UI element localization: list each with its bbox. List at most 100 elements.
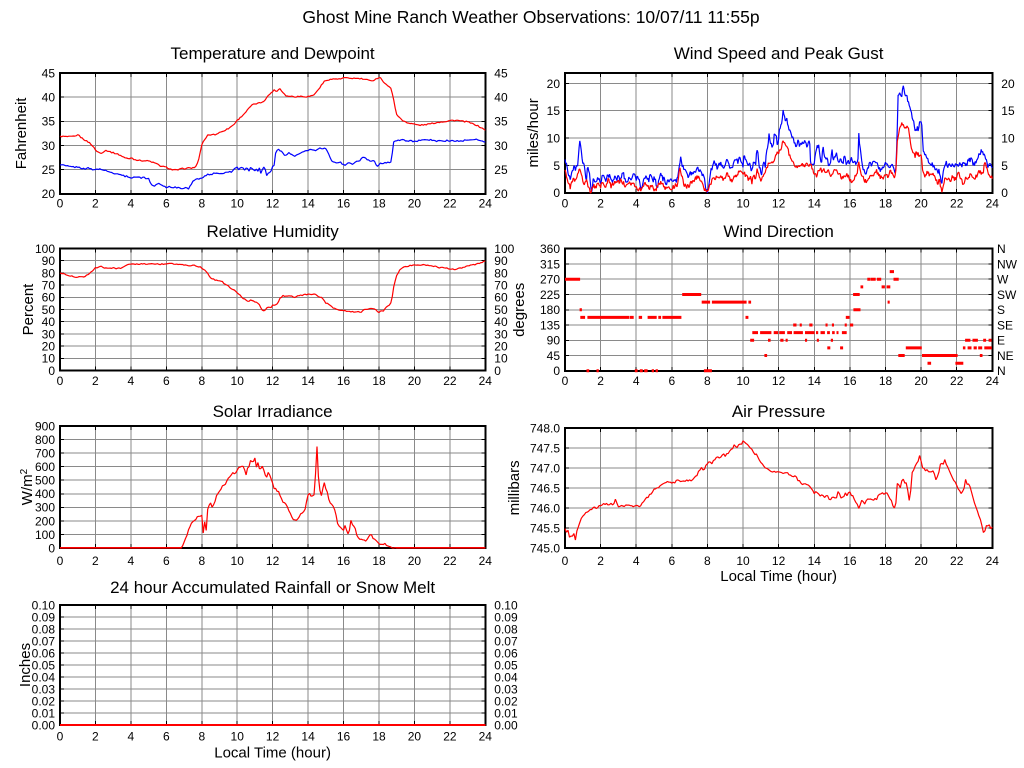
svg-text:0: 0 [57,197,64,211]
svg-text:45: 45 [42,66,56,80]
svg-text:25: 25 [494,163,508,177]
svg-text:135: 135 [540,318,560,332]
svg-text:100: 100 [35,528,55,542]
svg-text:24: 24 [479,197,493,211]
svg-text:0.09: 0.09 [32,610,56,624]
svg-text:700: 700 [35,447,55,461]
svg-text:20: 20 [408,730,422,744]
svg-text:24: 24 [479,554,493,568]
svg-text:800: 800 [35,433,55,447]
svg-text:0: 0 [48,364,55,378]
svg-text:20: 20 [914,554,928,568]
svg-text:15: 15 [547,104,561,118]
svg-text:24: 24 [986,197,1000,211]
svg-text:400: 400 [35,487,55,501]
svg-text:15: 15 [1001,104,1015,118]
svg-text:0.05: 0.05 [494,658,518,672]
svg-text:20: 20 [547,77,561,91]
svg-text:SW: SW [997,288,1017,302]
svg-text:2: 2 [92,374,99,388]
svg-text:W: W [997,273,1009,287]
svg-text:0.00: 0.00 [494,718,518,732]
svg-text:10: 10 [231,730,245,744]
svg-text:0.01: 0.01 [494,706,518,720]
svg-text:2: 2 [92,197,99,211]
svg-text:NE: NE [997,349,1014,363]
svg-text:12: 12 [266,197,280,211]
svg-text:22: 22 [950,554,964,568]
svg-text:16: 16 [337,374,351,388]
svg-text:14: 14 [808,197,822,211]
svg-text:12: 12 [266,730,280,744]
svg-text:0: 0 [562,197,569,211]
svg-text:18: 18 [879,554,893,568]
svg-text:6: 6 [668,374,675,388]
svg-text:14: 14 [301,197,315,211]
svg-text:8: 8 [704,197,711,211]
svg-text:40: 40 [42,315,56,329]
svg-text:SE: SE [997,318,1013,332]
svg-text:80: 80 [494,266,508,280]
svg-text:6: 6 [163,730,170,744]
svg-text:225: 225 [540,288,560,302]
svg-text:0: 0 [57,374,64,388]
svg-text:0.03: 0.03 [32,682,56,696]
svg-text:16: 16 [337,730,351,744]
svg-text:14: 14 [808,554,822,568]
svg-text:8: 8 [198,554,205,568]
svg-text:0.06: 0.06 [494,646,518,660]
svg-text:900: 900 [35,419,55,433]
svg-text:10: 10 [42,352,56,366]
svg-text:70: 70 [42,279,56,293]
svg-text:2: 2 [597,197,604,211]
svg-text:300: 300 [35,501,55,515]
svg-text:14: 14 [301,374,315,388]
svg-text:748.0: 748.0 [530,421,560,435]
svg-text:16: 16 [337,197,351,211]
svg-text:20: 20 [408,554,422,568]
svg-text:4: 4 [633,554,640,568]
svg-text:Local Time (hour): Local Time (hour) [214,745,331,762]
svg-text:0.09: 0.09 [494,610,518,624]
svg-text:0.01: 0.01 [32,706,56,720]
svg-text:0: 0 [57,554,64,568]
svg-text:20: 20 [408,197,422,211]
svg-text:0.02: 0.02 [494,694,518,708]
svg-text:16: 16 [843,197,857,211]
svg-text:degrees: degrees [511,283,528,337]
svg-text:0.03: 0.03 [494,682,518,696]
svg-text:30: 30 [42,139,56,153]
svg-text:200: 200 [35,514,55,528]
svg-text:22: 22 [950,374,964,388]
svg-text:Fahrenheit: Fahrenheit [13,97,30,170]
svg-text:16: 16 [843,374,857,388]
svg-text:20: 20 [914,197,928,211]
svg-text:35: 35 [42,115,56,129]
svg-text:30: 30 [494,139,508,153]
svg-text:0.05: 0.05 [32,658,56,672]
svg-text:25: 25 [42,163,56,177]
svg-text:40: 40 [42,91,56,105]
svg-text:22: 22 [950,197,964,211]
svg-text:20: 20 [1001,77,1015,91]
svg-text:12: 12 [772,197,786,211]
svg-text:0.02: 0.02 [32,694,56,708]
svg-text:14: 14 [808,374,822,388]
svg-text:0.00: 0.00 [32,718,56,732]
svg-text:6: 6 [668,554,675,568]
svg-text:4: 4 [633,197,640,211]
svg-text:360: 360 [540,242,560,256]
svg-text:millibars: millibars [506,460,523,515]
svg-text:Local Time (hour): Local Time (hour) [720,568,837,585]
svg-text:315: 315 [540,257,560,271]
svg-text:Wind Speed and Peak Gust: Wind Speed and Peak Gust [674,44,884,63]
svg-text:90: 90 [42,254,56,268]
svg-text:100: 100 [494,242,514,256]
svg-text:10: 10 [736,374,750,388]
svg-text:50: 50 [494,303,508,317]
svg-text:0.04: 0.04 [32,670,56,684]
svg-text:45: 45 [547,349,561,363]
svg-text:12: 12 [266,554,280,568]
svg-text:22: 22 [443,374,457,388]
svg-text:Relative Humidity: Relative Humidity [206,222,339,241]
